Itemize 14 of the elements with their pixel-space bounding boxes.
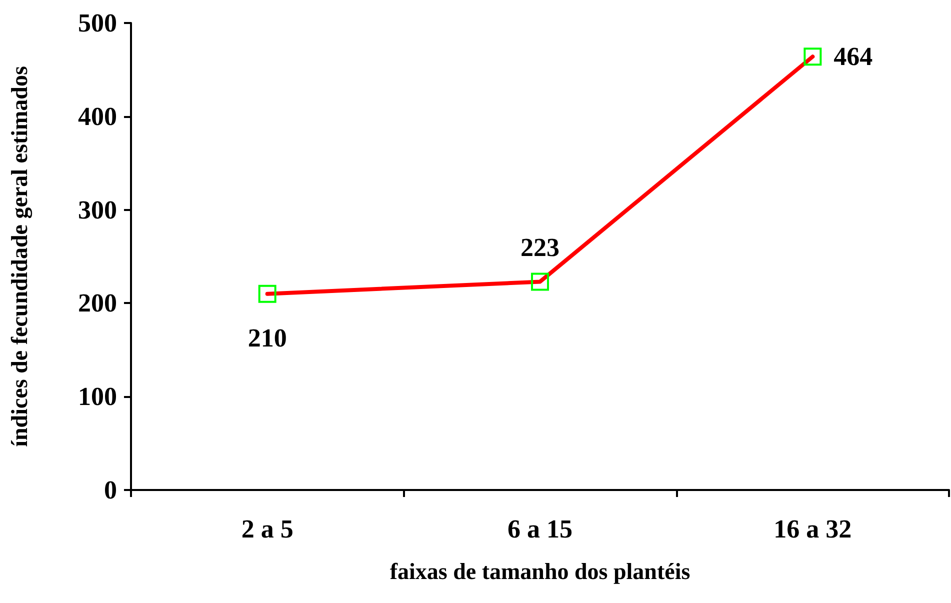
y-tick-label: 500	[78, 8, 117, 38]
data-label: 210	[248, 323, 287, 352]
x-tick-label: 16 a 32	[774, 514, 852, 544]
x-axis-title: faixas de tamanho dos plantéis	[390, 559, 690, 584]
y-axis-title: índices de fecundidade geral estimados	[7, 66, 33, 447]
y-tick-label: 300	[78, 195, 117, 224]
x-tick-label: 6 a 15	[508, 514, 572, 544]
y-tick-label: 400	[78, 102, 117, 131]
data-label: 464	[834, 42, 873, 72]
y-tick-label: 200	[78, 288, 117, 318]
y-tick-label: 0	[104, 476, 117, 504]
y-tick-label: 100	[78, 382, 117, 412]
x-tick-label: 2 a 5	[241, 514, 294, 544]
data-label: 223	[520, 233, 560, 262]
